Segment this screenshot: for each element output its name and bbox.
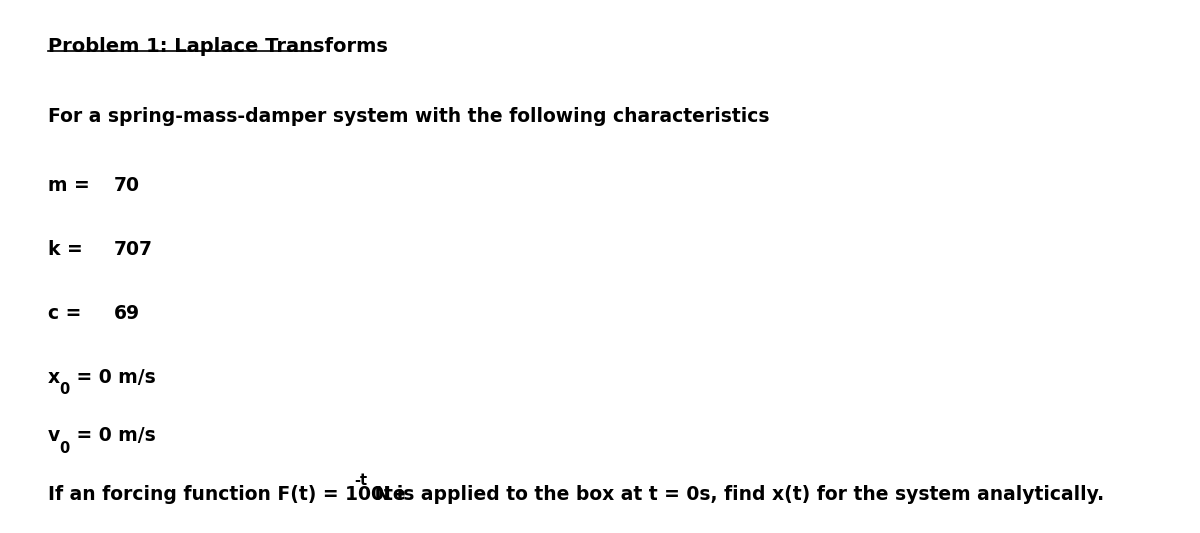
Text: m =: m = bbox=[48, 176, 96, 195]
Text: = 0 m/s: = 0 m/s bbox=[70, 368, 155, 387]
Text: x: x bbox=[48, 368, 60, 387]
Text: 70: 70 bbox=[114, 176, 140, 195]
Text: N is applied to the box at t = 0s, find x(t) for the system analytically.: N is applied to the box at t = 0s, find … bbox=[367, 485, 1104, 504]
Text: 69: 69 bbox=[114, 304, 140, 323]
Text: k =: k = bbox=[48, 240, 89, 259]
Text: 0: 0 bbox=[60, 441, 70, 456]
Text: 707: 707 bbox=[114, 240, 154, 259]
Text: = 0 m/s: = 0 m/s bbox=[70, 426, 155, 446]
Text: -t: -t bbox=[355, 473, 367, 488]
Text: v: v bbox=[48, 426, 60, 446]
Text: For a spring-mass-damper system with the following characteristics: For a spring-mass-damper system with the… bbox=[48, 107, 769, 126]
Text: Problem 1: Laplace Transforms: Problem 1: Laplace Transforms bbox=[48, 37, 388, 56]
Text: c =: c = bbox=[48, 304, 88, 323]
Text: 0: 0 bbox=[60, 382, 70, 397]
Text: If an forcing function F(t) = 100te: If an forcing function F(t) = 100te bbox=[48, 485, 406, 504]
